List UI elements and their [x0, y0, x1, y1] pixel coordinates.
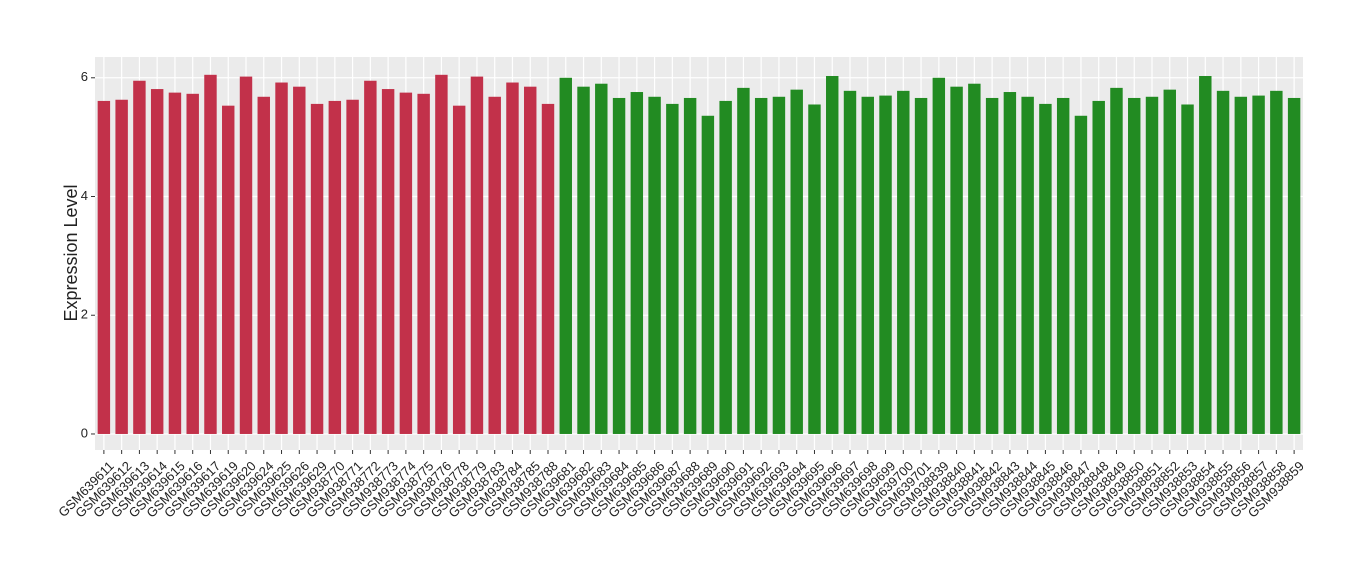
bar — [381, 89, 395, 434]
bar — [1181, 104, 1194, 434]
bar — [1270, 90, 1283, 434]
bar — [914, 97, 928, 434]
bar — [435, 74, 448, 434]
bar — [648, 96, 661, 434]
y-tick-label: 2 — [81, 307, 88, 322]
bar — [399, 92, 413, 434]
bar — [257, 96, 270, 434]
bar — [1110, 87, 1123, 434]
bar — [737, 87, 750, 434]
y-tick-label: 4 — [81, 188, 88, 203]
bar — [186, 93, 199, 434]
bar — [1163, 89, 1176, 434]
bar — [701, 115, 715, 434]
y-axis-title: Expression Level — [61, 184, 81, 321]
bar — [1199, 75, 1212, 434]
bar — [826, 75, 839, 434]
bar — [417, 93, 430, 434]
y-tick-label: 6 — [81, 69, 88, 84]
bar — [133, 80, 146, 434]
bar — [506, 82, 519, 434]
bar — [168, 92, 182, 434]
bar — [968, 83, 981, 434]
bar — [630, 92, 644, 434]
bar — [1074, 115, 1088, 434]
bar — [470, 76, 484, 434]
bar — [239, 76, 253, 434]
bar — [488, 96, 501, 434]
bar — [1145, 96, 1159, 434]
bar — [1056, 97, 1070, 434]
bar — [1128, 97, 1141, 434]
bar — [1039, 103, 1052, 434]
bar — [772, 96, 786, 434]
bar — [1287, 97, 1301, 434]
bar — [950, 86, 963, 434]
bar — [897, 90, 910, 434]
bar — [452, 105, 466, 434]
bar — [879, 95, 892, 434]
bar — [222, 105, 235, 434]
bar — [293, 86, 306, 434]
bar — [719, 100, 732, 434]
bar — [790, 89, 803, 434]
bar — [861, 96, 874, 434]
bar — [932, 77, 946, 434]
bar — [524, 86, 537, 434]
bar — [97, 100, 111, 434]
bar — [683, 97, 697, 434]
bar — [595, 83, 608, 434]
y-tick-label: 0 — [81, 425, 88, 440]
bar — [843, 90, 857, 434]
bar — [204, 74, 217, 434]
bar — [1003, 92, 1017, 434]
bar — [150, 89, 164, 434]
bar — [1092, 100, 1105, 434]
bar — [559, 77, 572, 434]
bar — [1021, 96, 1034, 434]
bar — [310, 103, 324, 434]
bar — [364, 80, 377, 434]
bar — [275, 82, 288, 434]
bar — [808, 104, 821, 434]
bar — [612, 97, 626, 434]
bar — [115, 99, 128, 434]
bar — [985, 97, 999, 434]
bar — [754, 97, 768, 434]
bar — [1216, 90, 1230, 434]
bar — [1234, 96, 1248, 434]
bar — [328, 100, 342, 434]
bar — [1252, 95, 1265, 434]
bar — [541, 103, 555, 434]
bar — [346, 99, 359, 434]
bar — [666, 103, 679, 434]
bar — [577, 86, 590, 434]
